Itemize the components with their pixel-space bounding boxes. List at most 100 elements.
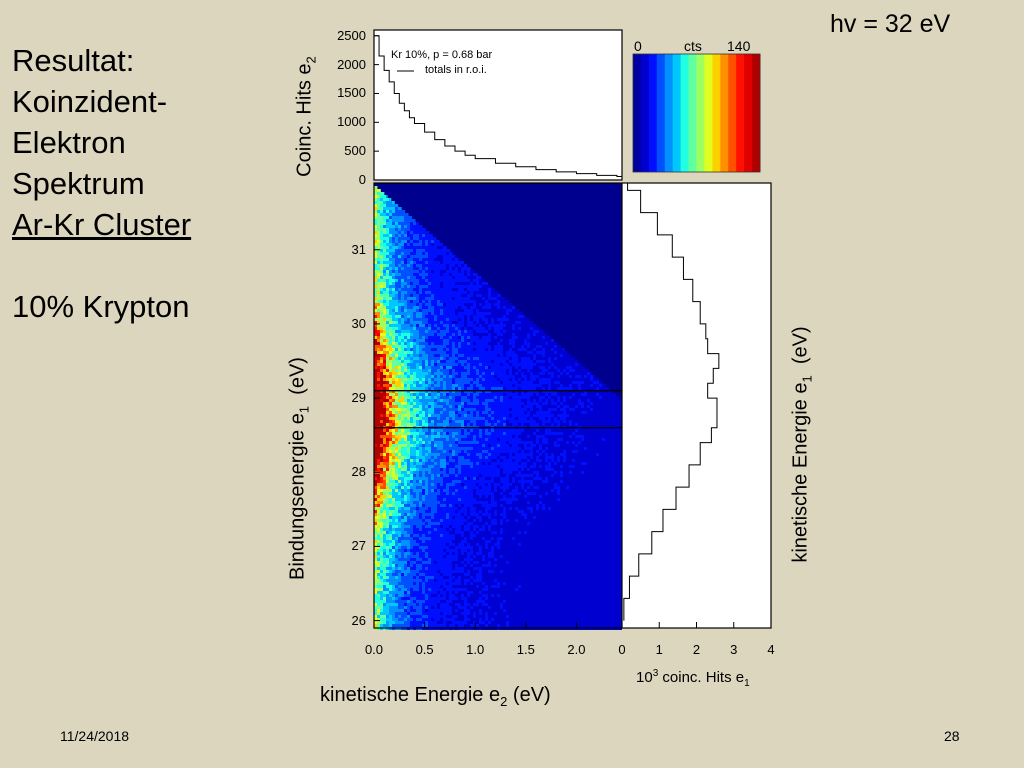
heatmap-cell <box>533 468 536 471</box>
heatmap-cell <box>593 375 596 378</box>
heatmap-cell <box>503 372 506 375</box>
heatmap-cell <box>587 468 590 471</box>
heatmap-cell <box>461 279 464 282</box>
heatmap-cell <box>479 468 482 471</box>
heatmap-cell <box>617 435 620 438</box>
heatmap-cell <box>545 417 548 420</box>
heatmap-cell <box>548 459 551 462</box>
heatmap-cell <box>395 312 398 315</box>
heatmap-cell <box>482 465 485 468</box>
heatmap-cell <box>578 423 581 426</box>
heatmap-cell <box>518 318 521 321</box>
heatmap-cell <box>383 453 386 456</box>
heatmap-cell <box>533 387 536 390</box>
heatmap-cell <box>617 468 620 471</box>
heatmap-cell <box>413 420 416 423</box>
heatmap-cell <box>458 390 461 393</box>
heatmap-cell <box>419 366 422 369</box>
heatmap-cell <box>488 312 491 315</box>
heatmap-cell <box>398 231 401 234</box>
heatmap-cell <box>482 435 485 438</box>
heatmap-cell <box>392 348 395 351</box>
heatmap-cell <box>446 408 449 411</box>
heatmap-cell <box>479 414 482 417</box>
heatmap-cell <box>407 270 410 273</box>
heatmap-cell <box>440 252 443 255</box>
heatmap-cell <box>554 432 557 435</box>
heatmap-cell <box>467 363 470 366</box>
heatmap-cell <box>446 411 449 414</box>
heatmap-cell <box>443 315 446 318</box>
heatmap-cell <box>503 339 506 342</box>
heatmap-cell <box>446 381 449 384</box>
heatmap-cell <box>383 456 386 459</box>
heatmap-cell <box>455 309 458 312</box>
heatmap-cell <box>500 363 503 366</box>
heatmap-cell <box>473 387 476 390</box>
heatmap-cell <box>584 411 587 414</box>
heatmap-cell <box>578 405 581 408</box>
heatmap-cell <box>461 312 464 315</box>
heatmap-cell <box>527 351 530 354</box>
heatmap-cell <box>398 396 401 399</box>
heatmap-cell <box>419 285 422 288</box>
heatmap-cell <box>395 360 398 363</box>
heatmap-cell <box>383 411 386 414</box>
heatmap-cell <box>563 444 566 447</box>
heatmap-cell <box>503 414 506 417</box>
heatmap-cell <box>425 324 428 327</box>
heatmap-cell <box>503 423 506 426</box>
heatmap-cell <box>470 459 473 462</box>
heatmap-cell <box>599 429 602 432</box>
heatmap-cell <box>530 423 533 426</box>
heatmap-cell <box>527 462 530 465</box>
heatmap-cell <box>455 354 458 357</box>
heatmap-cell <box>434 363 437 366</box>
heatmap-cell <box>401 339 404 342</box>
heatmap-cell <box>452 435 455 438</box>
heatmap-cell <box>539 354 542 357</box>
heatmap-cell <box>410 270 413 273</box>
heatmap-cell <box>410 456 413 459</box>
heatmap-cell <box>485 351 488 354</box>
heatmap-cell <box>434 417 437 420</box>
heatmap-cell <box>485 408 488 411</box>
heatmap-cell <box>524 372 527 375</box>
heatmap-cell <box>380 195 383 198</box>
heatmap-cell <box>458 423 461 426</box>
heatmap-cell <box>479 339 482 342</box>
heatmap-cell <box>506 411 509 414</box>
heatmap-cell <box>551 339 554 342</box>
heatmap-cell <box>620 432 622 435</box>
heatmap-cell <box>404 231 407 234</box>
heatmap-cell <box>557 438 560 441</box>
heatmap-cell <box>491 309 494 312</box>
heatmap-cell <box>401 273 404 276</box>
heatmap-cell <box>527 339 530 342</box>
heatmap-cell <box>557 375 560 378</box>
title-line-3: Elektron <box>12 125 126 160</box>
heatmap-cell <box>431 288 434 291</box>
heatmap-cell <box>467 414 470 417</box>
heatmap-cell <box>458 387 461 390</box>
heatmap-cell <box>572 441 575 444</box>
heatmap-cell <box>428 351 431 354</box>
heatmap-cell <box>512 387 515 390</box>
heatmap-cell <box>374 462 377 465</box>
heatmap-cell <box>506 381 509 384</box>
heatmap-cell <box>605 462 608 465</box>
heatmap-cell <box>566 402 569 405</box>
heatmap-cell <box>587 387 590 390</box>
heatmap-cell <box>440 408 443 411</box>
heatmap-cell <box>620 438 622 441</box>
heatmap-cell <box>587 456 590 459</box>
heatmap-cell <box>440 423 443 426</box>
heatmap-cell <box>551 393 554 396</box>
heatmap-cell <box>419 363 422 366</box>
heatmap-cell <box>437 468 440 471</box>
heatmap-cell <box>557 390 560 393</box>
heatmap-cell <box>515 414 518 417</box>
heatmap-cell <box>470 375 473 378</box>
heatmap-cell <box>374 390 377 393</box>
heatmap-cell <box>524 387 527 390</box>
